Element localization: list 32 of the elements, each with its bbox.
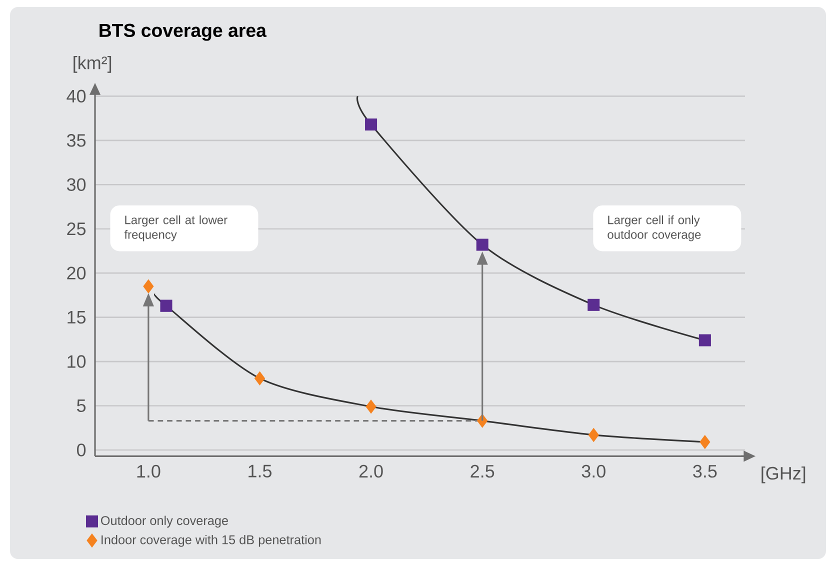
y-tick-label: 40 bbox=[66, 90, 86, 103]
y-tick-label: 10 bbox=[68, 355, 86, 368]
chart-title: BTS coverage area bbox=[100, 24, 267, 41]
point bbox=[160, 300, 172, 312]
legend-label: Outdoor only coverage bbox=[101, 516, 228, 528]
y-axis-title: [km²] bbox=[74, 56, 112, 73]
x-tick-label: 1.0 bbox=[137, 464, 160, 478]
x-tick-label: 3.5 bbox=[693, 464, 717, 478]
annotation: Larger cell if only outdoor coverage bbox=[608, 215, 701, 242]
y-tick-label: 25 bbox=[67, 222, 86, 236]
y-tick-label: 15 bbox=[68, 311, 86, 324]
x-tick-label: 2.0 bbox=[359, 464, 383, 478]
point bbox=[588, 428, 599, 442]
point bbox=[143, 279, 154, 294]
legend-label: Indoor coverage with 15 dB penetration bbox=[102, 534, 321, 547]
point bbox=[365, 118, 378, 130]
annotation: Larger cell at lower frequency bbox=[124, 215, 228, 242]
x-axis-title: [GHz] bbox=[762, 466, 806, 484]
point bbox=[588, 298, 600, 311]
x-tick-label: 3.0 bbox=[582, 464, 606, 478]
point bbox=[476, 238, 488, 251]
point bbox=[254, 371, 265, 386]
y-tick-label: 5 bbox=[76, 399, 86, 412]
x-tick-label: 2.5 bbox=[470, 464, 494, 478]
x-tick-label: 1.5 bbox=[248, 464, 272, 478]
y-tick-label: 30 bbox=[66, 178, 86, 191]
point bbox=[698, 334, 711, 346]
y-tick-label: 20 bbox=[67, 266, 86, 280]
point bbox=[700, 435, 710, 449]
point bbox=[366, 400, 376, 414]
y-tick-label: 0 bbox=[76, 444, 86, 456]
y-tick-label: 35 bbox=[66, 134, 86, 147]
